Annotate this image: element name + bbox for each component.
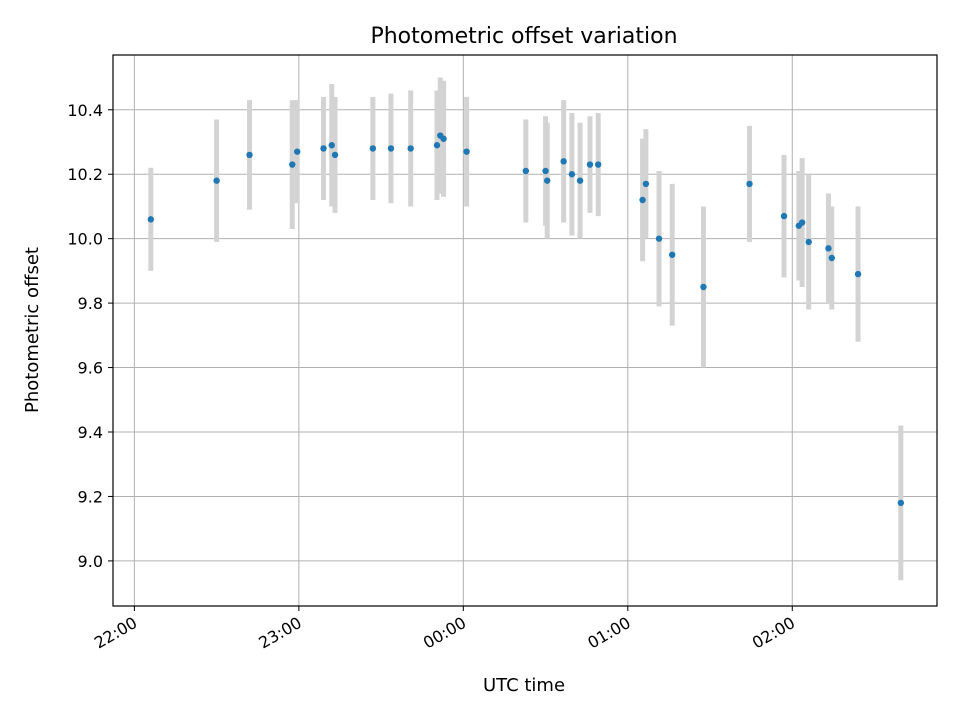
data-point [147, 216, 155, 223]
data-point [544, 177, 551, 184]
y-tick-label: 9.0 [78, 552, 103, 571]
y-tick-label: 9.4 [78, 423, 103, 442]
data-point [825, 245, 832, 252]
data-point [542, 167, 549, 175]
data-point [522, 167, 530, 175]
data-point [828, 254, 835, 262]
data-point [213, 177, 220, 184]
y-tick-label: 10.2 [67, 165, 103, 184]
ticks: 9.0 9.2 9.4 9.6 9.8 10.0 10.2 10.4 22:00 23:00 00:… [67, 101, 798, 653]
data-point [805, 238, 812, 246]
data-point [655, 235, 663, 242]
data-points [147, 132, 905, 507]
data-point [594, 161, 602, 168]
data-point [780, 212, 788, 220]
data-point [568, 171, 576, 178]
x-tick-label: 00:00 [420, 613, 469, 653]
data-point [407, 145, 414, 152]
data-point [746, 180, 753, 188]
data-point [320, 145, 327, 152]
y-tick-label: 10.4 [67, 101, 103, 120]
data-point [576, 177, 584, 184]
x-tick-label: 23:00 [255, 613, 304, 653]
error-bars [148, 77, 904, 581]
data-point [289, 161, 296, 168]
data-point [246, 151, 253, 159]
data-point [639, 196, 646, 204]
data-point [440, 135, 447, 142]
x-tick-label: 22:00 [91, 613, 140, 653]
data-point [669, 251, 676, 258]
data-point [463, 148, 470, 155]
x-tick-label: 01:00 [584, 613, 633, 653]
y-axis-label: Photometric offset [22, 247, 43, 413]
data-point [798, 219, 806, 226]
chart-title: Photometric offset variation [370, 24, 677, 49]
data-point [328, 142, 335, 149]
data-point [433, 142, 441, 149]
data-point [369, 145, 377, 152]
data-point [897, 499, 905, 507]
data-point [560, 158, 567, 165]
data-point [331, 151, 339, 159]
data-point [700, 283, 707, 291]
y-tick-label: 9.2 [78, 487, 103, 506]
y-tick-label: 10.0 [67, 230, 103, 249]
plot-area-frame [112, 54, 938, 607]
grid [113, 55, 937, 606]
data-point [387, 145, 395, 152]
y-tick-label: 9.8 [78, 294, 103, 313]
data-point [586, 161, 594, 168]
data-point [642, 180, 650, 188]
data-point [854, 270, 862, 278]
data-point [294, 148, 301, 155]
x-tick-label: 02:00 [749, 613, 798, 653]
y-tick-label: 9.6 [78, 359, 103, 378]
x-axis-label: UTC time [483, 675, 565, 696]
